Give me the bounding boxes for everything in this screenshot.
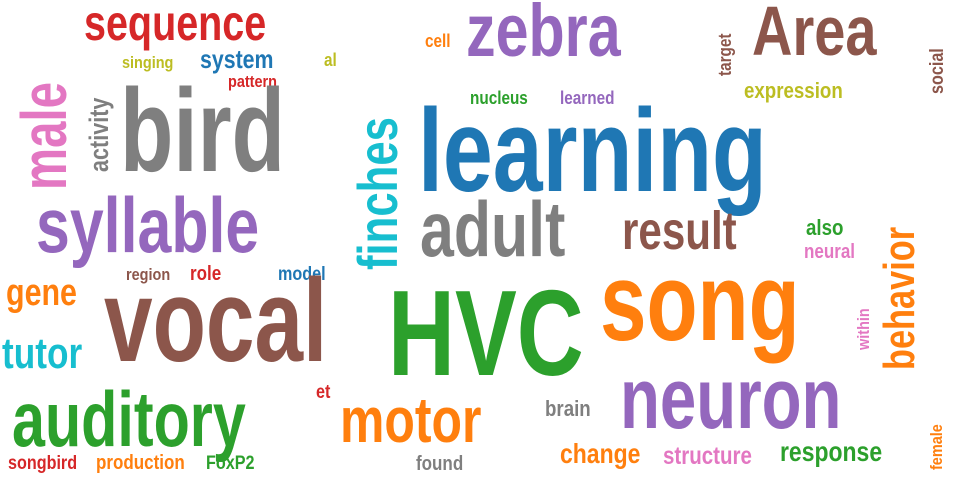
word-auditory: auditory [12,375,246,463]
word-area: Area [752,0,877,70]
word-pattern: pattern [228,72,277,91]
word-female: female [927,424,946,470]
word-cell: cell [425,31,451,51]
word-foxp2: FoxP2 [206,453,255,474]
word-result: result [622,201,737,261]
word-learning: learning [418,85,767,217]
word-al: al [324,50,337,70]
word-expression: expression [744,78,843,103]
word-target: target [715,33,735,76]
word-role: role [190,263,222,285]
word-adult: adult [420,185,566,273]
word-structure: structure [663,442,752,470]
word-system: system [200,44,274,74]
word-change: change [560,438,641,469]
word-song: song [600,241,800,364]
word-finches: finches [346,117,409,270]
word-within: within [854,308,873,350]
word-social: social [927,48,948,94]
word-tutor: tutor [2,329,83,378]
word-also: also [806,215,844,240]
word-learned: learned [560,88,615,108]
word-songbird: songbird [8,453,78,474]
word-vocal: vocal [104,255,328,387]
word-et: et [316,382,331,403]
word-region: region [126,265,171,284]
word-nucleus: nucleus [470,88,528,108]
word-response: response [780,436,883,467]
word-singing: singing [122,53,174,72]
word-production: production [96,452,185,474]
word-syllable: syllable [36,181,260,269]
word-bird: bird [120,65,285,197]
word-sequence: sequence [84,0,267,51]
word-brain: brain [545,396,591,421]
word-model: model [278,264,326,285]
word-motor: motor [340,384,482,456]
word-neuron: neuron [620,351,842,447]
word-found: found [416,453,464,475]
word-behavior: behavior [875,226,924,370]
word-zebra: zebra [466,0,621,72]
word-hvc: HVC [388,265,584,401]
word-male: male [8,82,80,190]
word-neural: neural [804,241,856,263]
word-activity: activity [84,97,114,172]
word-gene: gene [6,272,77,314]
